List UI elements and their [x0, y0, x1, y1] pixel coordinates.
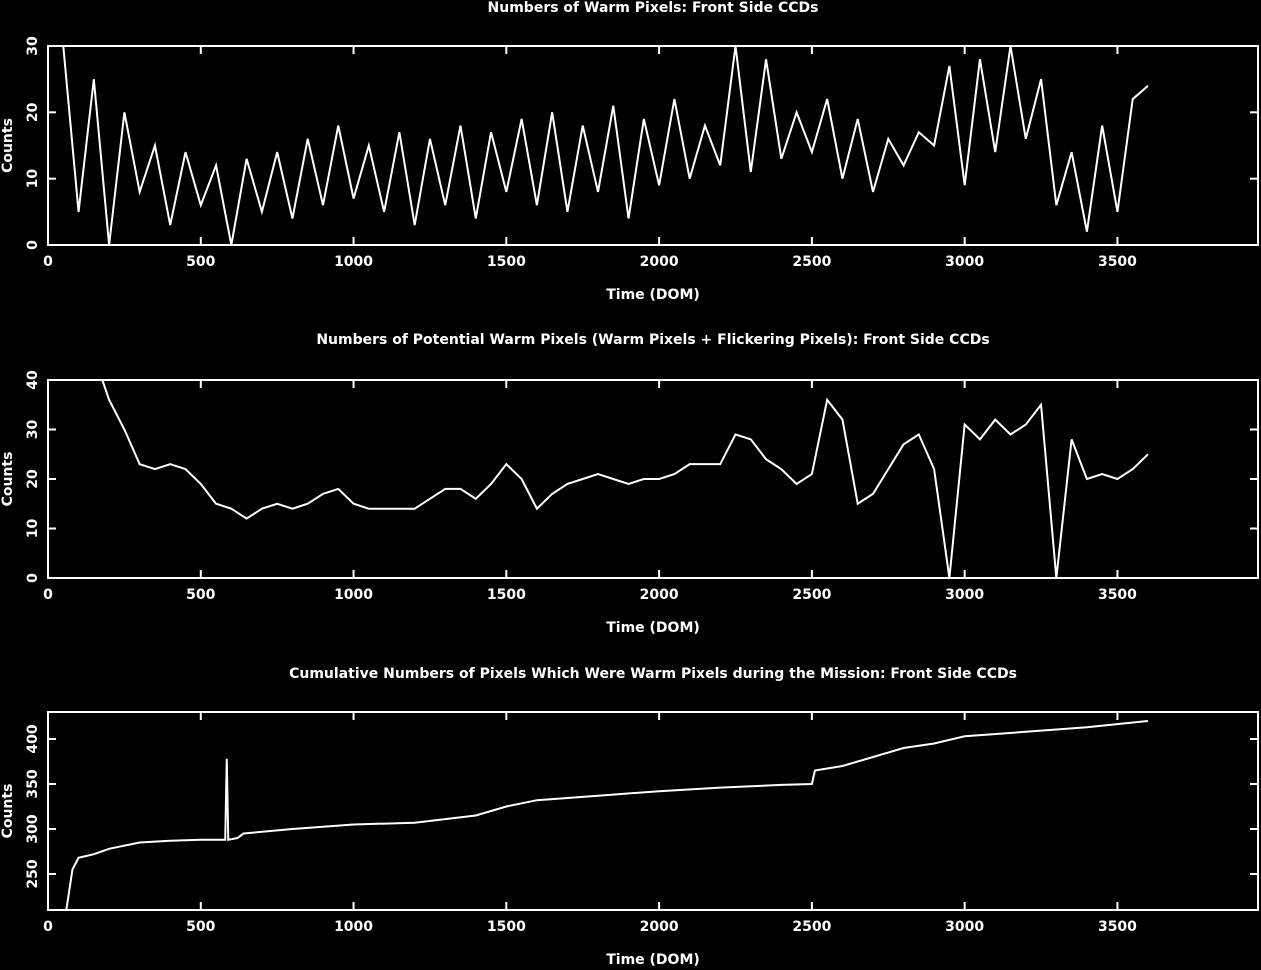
y-tick-label: 30: [25, 420, 41, 440]
x-tick-label: 2500: [792, 919, 831, 935]
axes-frame: [47, 45, 1259, 246]
x-tick-label: 1000: [334, 919, 373, 935]
y-tick-label: 0: [25, 240, 41, 250]
y-axis-title: Counts: [0, 784, 16, 839]
x-tick-label: 3000: [945, 254, 984, 270]
x-axis-title: Time (DOM): [606, 287, 700, 303]
x-tick-label: 2000: [640, 587, 679, 603]
x-tick-label: 0: [43, 587, 53, 603]
plot-area: [101, 380, 1149, 578]
chart-title: Numbers of Warm Pixels: Front Side CCDs: [488, 0, 819, 16]
data-line: [101, 380, 1149, 578]
x-tick-label: 0: [43, 919, 53, 935]
x-tick-label: 1000: [334, 587, 373, 603]
y-tick-label: 350: [25, 769, 41, 798]
x-tick-label: 1500: [487, 919, 526, 935]
x-tick-label: 1000: [334, 254, 373, 270]
y-tick-label: 0: [25, 573, 41, 583]
plot-area: [62, 46, 1149, 245]
y-tick-label: 40: [25, 370, 41, 390]
x-tick-label: 2500: [792, 254, 831, 270]
x-tick-label: 3000: [945, 919, 984, 935]
y-tick-label: 300: [25, 814, 41, 843]
x-tick-label: 2500: [792, 587, 831, 603]
x-tick-label: 0: [43, 254, 53, 270]
x-axis-title: Time (DOM): [606, 620, 700, 636]
plot-area: [65, 720, 1149, 910]
data-line: [65, 720, 1149, 910]
axes-frame: [47, 711, 1259, 911]
x-tick-label: 500: [186, 254, 215, 270]
x-axis-title: Time (DOM): [606, 952, 700, 968]
x-tick-label: 1500: [487, 254, 526, 270]
x-tick-label: 3500: [1098, 254, 1137, 270]
y-tick-label: 250: [25, 859, 41, 888]
x-tick-label: 2000: [640, 254, 679, 270]
x-tick-label: 3000: [945, 587, 984, 603]
y-tick-label: 10: [25, 169, 41, 189]
x-tick-label: 3500: [1098, 919, 1137, 935]
chart-title: Cumulative Numbers of Pixels Which Were …: [289, 666, 1017, 682]
x-tick-label: 3500: [1098, 587, 1137, 603]
y-tick-label: 400: [25, 724, 41, 753]
y-tick-label: 10: [25, 519, 41, 539]
y-tick-label: 20: [25, 102, 41, 122]
x-tick-label: 1500: [487, 587, 526, 603]
y-axis-title: Counts: [0, 452, 16, 507]
data-line: [62, 46, 1149, 245]
x-tick-label: 500: [186, 587, 215, 603]
chart-title: Numbers of Potential Warm Pixels (Warm P…: [316, 332, 989, 348]
y-axis-title: Counts: [0, 118, 16, 173]
y-tick-label: 20: [25, 469, 41, 489]
y-tick-label: 30: [25, 36, 41, 56]
axes-frame: [47, 379, 1259, 579]
x-tick-label: 2000: [640, 919, 679, 935]
x-tick-label: 500: [186, 919, 215, 935]
